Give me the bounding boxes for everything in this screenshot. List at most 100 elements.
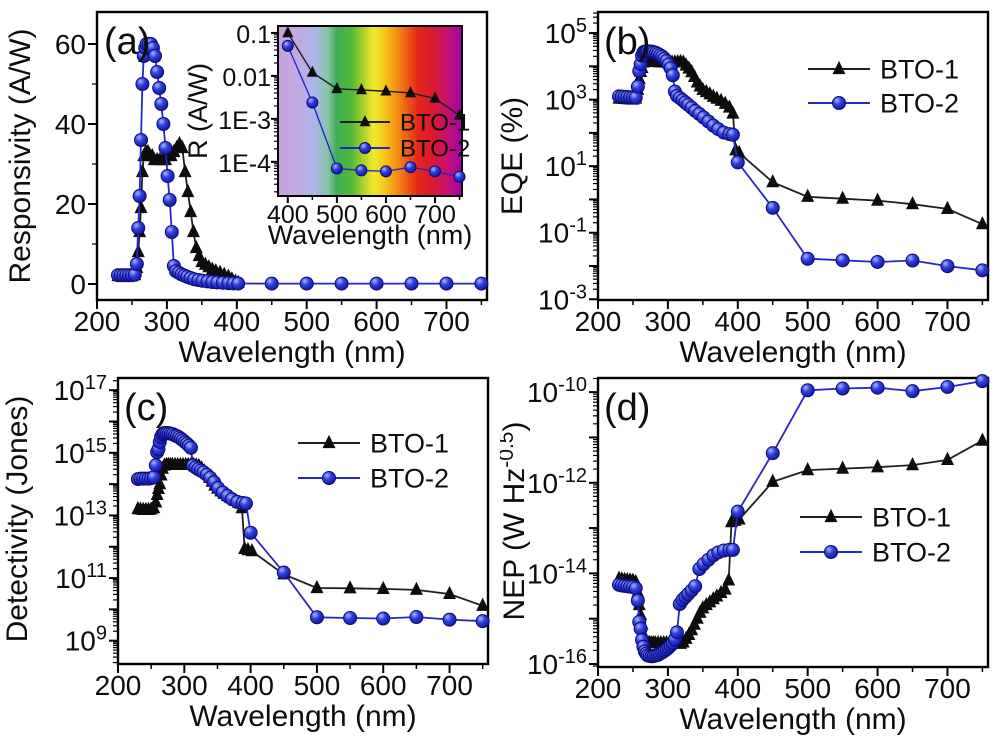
sphere-marker bbox=[730, 504, 745, 519]
sphere-marker bbox=[309, 610, 324, 625]
triangle-marker bbox=[376, 580, 390, 594]
triangle-marker bbox=[131, 243, 145, 258]
sphere-marker bbox=[135, 77, 150, 91]
y-tick-label: 20 bbox=[55, 189, 86, 220]
triangle-marker bbox=[409, 581, 423, 595]
sphere-marker bbox=[322, 471, 336, 485]
sphere-marker bbox=[975, 374, 990, 389]
x-tick-label: 200 bbox=[575, 673, 622, 704]
sphere-marker bbox=[376, 611, 391, 626]
triangle-marker bbox=[871, 192, 885, 206]
sphere-marker bbox=[243, 525, 258, 540]
triangle-marker bbox=[184, 203, 198, 218]
y-tick-label: 1013 bbox=[54, 497, 107, 531]
sphere-marker bbox=[330, 162, 343, 175]
panel-label-d: (d) bbox=[604, 387, 650, 429]
y-tick-label: 101 bbox=[545, 148, 587, 182]
y-tick-label: 0 bbox=[70, 269, 86, 300]
x-tick-label: 700 bbox=[426, 670, 473, 701]
sphere-marker bbox=[905, 253, 920, 268]
triangle-marker bbox=[832, 60, 846, 75]
sphere-marker bbox=[404, 276, 419, 291]
triangle-marker bbox=[331, 81, 343, 94]
x-tick-label: 300 bbox=[645, 306, 692, 337]
sphere-marker bbox=[824, 545, 838, 559]
sphere-marker bbox=[299, 276, 314, 291]
sphere-marker bbox=[343, 611, 358, 626]
sphere-marker bbox=[231, 276, 246, 291]
y-tick-label: 60 bbox=[55, 29, 86, 60]
x-tick-label: 600 bbox=[353, 306, 400, 337]
sphere-marker bbox=[154, 97, 169, 111]
sphere-marker bbox=[688, 579, 703, 594]
sphere-marker bbox=[160, 169, 175, 183]
sphere-marker bbox=[765, 200, 780, 215]
legend-label-BTO-1: BTO-1 bbox=[400, 110, 470, 137]
sphere-marker bbox=[442, 612, 457, 627]
sphere-marker bbox=[129, 257, 144, 271]
legend-label-BTO-2: BTO-2 bbox=[872, 538, 951, 568]
panel-label-a: (a) bbox=[104, 21, 150, 63]
sphere-marker bbox=[264, 276, 279, 291]
sphere-marker bbox=[835, 253, 850, 268]
legend-label-BTO-1: BTO-1 bbox=[370, 429, 449, 459]
sphere-marker bbox=[870, 380, 885, 395]
triangle-marker bbox=[429, 91, 441, 103]
x-tick-label: 600 bbox=[365, 201, 407, 229]
triangle-marker bbox=[726, 105, 740, 119]
x-tick-label: 500 bbox=[316, 201, 358, 229]
y-tick-label: 109 bbox=[65, 623, 107, 657]
x-axis-title-d: Wavelength (nm) bbox=[679, 703, 906, 736]
triangle-marker bbox=[343, 580, 357, 594]
sphere-marker bbox=[975, 263, 990, 278]
x-tick-label: 300 bbox=[645, 673, 692, 704]
triangle-marker bbox=[801, 188, 815, 202]
x-tick-label: 300 bbox=[161, 670, 208, 701]
x-tick-label: 700 bbox=[414, 201, 456, 229]
sphere-marker bbox=[148, 458, 163, 473]
sphere-marker bbox=[369, 276, 384, 291]
triangle-marker bbox=[906, 196, 920, 210]
triangle-marker bbox=[766, 473, 780, 487]
legend-label-BTO-2: BTO-2 bbox=[880, 89, 959, 119]
y-tick-label: 10-14 bbox=[527, 555, 587, 589]
sphere-marker bbox=[725, 542, 740, 557]
plot-frame bbox=[596, 10, 990, 302]
triangle-marker bbox=[135, 163, 149, 178]
sphere-marker bbox=[276, 565, 291, 580]
sphere-marker bbox=[164, 225, 179, 239]
triangle-marker bbox=[454, 108, 466, 120]
sphere-marker bbox=[404, 161, 417, 174]
y-axis-title-d: NEP (W Hz-0.5) bbox=[500, 422, 531, 621]
y-tick-label: 1E-3 bbox=[218, 107, 271, 135]
triangle-marker bbox=[175, 139, 189, 154]
sphere-marker bbox=[134, 133, 149, 147]
x-tick-label: 600 bbox=[360, 670, 407, 701]
y-tick-label: 1E-4 bbox=[218, 150, 271, 178]
sphere-marker bbox=[630, 593, 645, 608]
y-tick-label: 0.01 bbox=[222, 64, 271, 92]
sphere-marker bbox=[630, 79, 645, 94]
x-tick-label: 200 bbox=[575, 306, 622, 337]
x-tick-label: 400 bbox=[714, 673, 761, 704]
triangle-marker bbox=[359, 115, 371, 127]
legend-label-BTO-1: BTO-1 bbox=[880, 55, 959, 85]
sphere-marker bbox=[146, 470, 161, 485]
sphere-marker bbox=[131, 221, 146, 235]
plot-frame bbox=[596, 376, 990, 669]
panel-c-detectivity-chart: 200 300 400 500 600 700 109 1011 1013 1015 1017 BTO… bbox=[1, 372, 490, 733]
triangle-marker bbox=[940, 451, 954, 465]
triangle-marker bbox=[824, 508, 838, 523]
triangle-marker bbox=[940, 200, 954, 214]
inset-x-axis-title: Wavelength (nm) bbox=[268, 220, 473, 250]
sphere-marker bbox=[628, 581, 643, 596]
sphere-marker bbox=[940, 259, 955, 274]
sphere-marker bbox=[156, 117, 171, 131]
sphere-marker bbox=[359, 142, 371, 154]
x-tick-label: 300 bbox=[144, 306, 191, 337]
sphere-marker bbox=[665, 68, 680, 83]
triangle-marker bbox=[766, 174, 780, 188]
triangle-marker bbox=[186, 223, 200, 238]
x-tick-label: 200 bbox=[95, 670, 142, 701]
